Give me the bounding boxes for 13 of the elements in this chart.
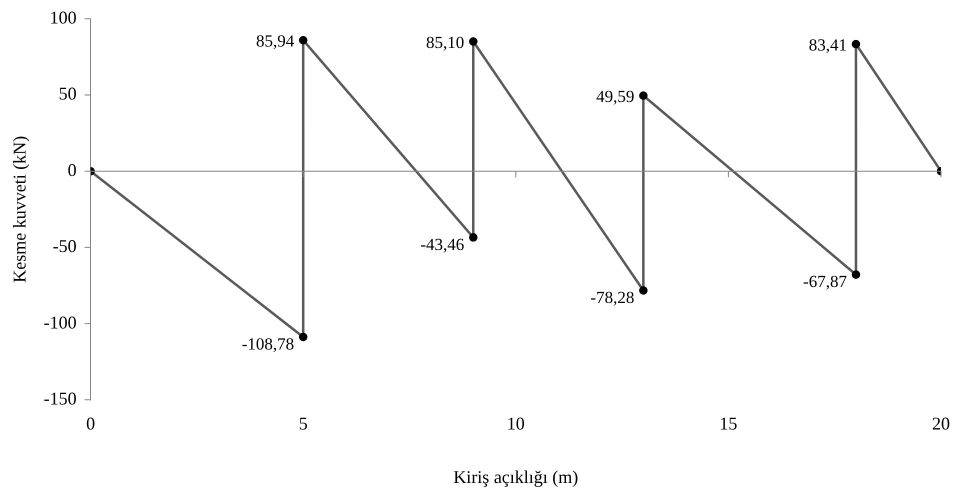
y-tick-label: -50 [52,236,77,256]
x-tick-label: 15 [719,413,738,434]
x-axis-title: Kiriş açıklığı (m) [453,466,578,487]
y-tick-label: -100 [44,312,77,332]
x-tick-label: 20 [932,413,950,434]
x-tick-label: 0 [86,413,96,434]
y-tick-label: 50 [58,84,77,104]
x-tick-label: 10 [506,413,525,434]
y-tick-label: -150 [44,388,77,409]
y-tick-label: 0 [68,160,77,180]
y-tick-label: 100 [50,8,77,28]
y-axis-title: Kesme kuvveti (kN) [10,136,30,283]
x-tick-label: 5 [298,413,308,434]
